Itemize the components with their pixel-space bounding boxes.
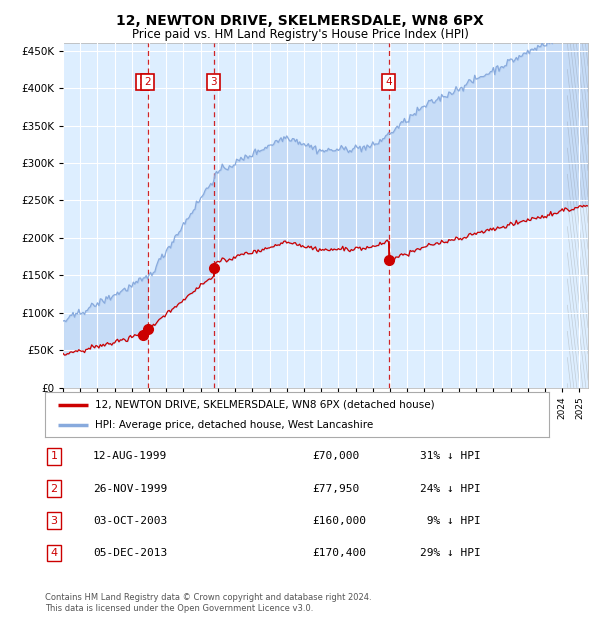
Text: 1: 1 <box>139 78 146 87</box>
Text: 26-NOV-1999: 26-NOV-1999 <box>93 484 167 494</box>
Text: 3: 3 <box>50 516 58 526</box>
Text: £160,000: £160,000 <box>312 516 366 526</box>
Text: HPI: Average price, detached house, West Lancashire: HPI: Average price, detached house, West… <box>95 420 374 430</box>
Text: 24% ↓ HPI: 24% ↓ HPI <box>420 484 481 494</box>
Text: 12, NEWTON DRIVE, SKELMERSDALE, WN8 6PX (detached house): 12, NEWTON DRIVE, SKELMERSDALE, WN8 6PX … <box>95 399 435 410</box>
Text: 4: 4 <box>50 548 58 558</box>
Text: 03-OCT-2003: 03-OCT-2003 <box>93 516 167 526</box>
Text: 3: 3 <box>211 78 217 87</box>
Text: 2: 2 <box>144 78 151 87</box>
Text: 12, NEWTON DRIVE, SKELMERSDALE, WN8 6PX: 12, NEWTON DRIVE, SKELMERSDALE, WN8 6PX <box>116 14 484 28</box>
Text: Price paid vs. HM Land Registry's House Price Index (HPI): Price paid vs. HM Land Registry's House … <box>131 28 469 41</box>
Text: £70,000: £70,000 <box>312 451 359 461</box>
Text: 29% ↓ HPI: 29% ↓ HPI <box>420 548 481 558</box>
Text: £170,400: £170,400 <box>312 548 366 558</box>
Text: 31% ↓ HPI: 31% ↓ HPI <box>420 451 481 461</box>
Text: £77,950: £77,950 <box>312 484 359 494</box>
Text: Contains HM Land Registry data © Crown copyright and database right 2024.
This d: Contains HM Land Registry data © Crown c… <box>45 593 371 613</box>
Text: 12-AUG-1999: 12-AUG-1999 <box>93 451 167 461</box>
Text: 1: 1 <box>50 451 58 461</box>
Text: 4: 4 <box>385 78 392 87</box>
Text: 05-DEC-2013: 05-DEC-2013 <box>93 548 167 558</box>
Text: 9% ↓ HPI: 9% ↓ HPI <box>420 516 481 526</box>
Text: 2: 2 <box>50 484 58 494</box>
